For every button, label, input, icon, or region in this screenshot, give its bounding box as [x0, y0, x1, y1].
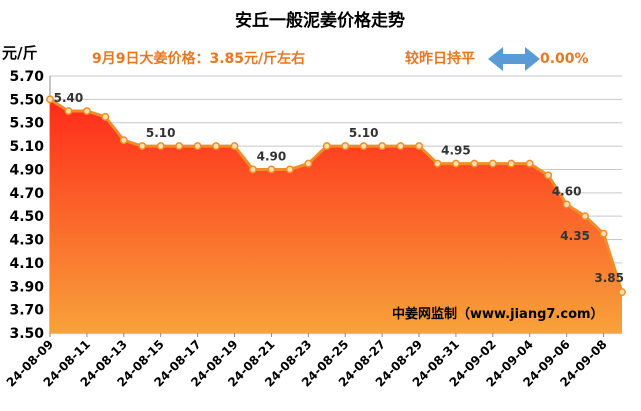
data-point: [433, 159, 442, 168]
compare-label: 较昨日持平: [405, 50, 475, 67]
y-tick-label: 5.50: [9, 92, 44, 108]
data-point: [378, 142, 387, 151]
data-label: 5.10: [349, 126, 379, 140]
data-point: [507, 159, 516, 168]
y-tick-label: 4.70: [9, 186, 44, 202]
data-point: [470, 159, 479, 168]
data-point: [618, 288, 626, 297]
data-point: [101, 112, 110, 121]
y-tick-label: 3.90: [9, 279, 44, 295]
data-point: [488, 159, 497, 168]
y-tick-label: 5.70: [9, 69, 44, 85]
price-area: [49, 98, 624, 333]
data-point: [359, 142, 368, 151]
data-point: [451, 159, 460, 168]
y-axis-ticks: 5.70 5.50 5.30 5.10 4.90 4.70 4.50 4.30 4.10 3.90…: [9, 69, 44, 342]
data-label: 4.35: [560, 229, 590, 243]
data-point: [322, 142, 331, 151]
y-axis-unit: 元/斤: [2, 44, 37, 62]
y-tick-label: 4.50: [9, 209, 44, 225]
x-axis-ticks: 24-08-0924-08-1124-08-1324-08-1524-08-17…: [4, 333, 610, 390]
double-arrow-left-right-icon: [488, 47, 540, 71]
data-label: 4.60: [552, 185, 582, 199]
data-point: [156, 142, 165, 151]
y-tick-label: 4.90: [9, 162, 44, 178]
data-point: [544, 171, 553, 180]
price-note: 9月9日大姜价格：3.85元/斤左右: [92, 50, 305, 67]
data-label: 4.95: [441, 144, 471, 158]
data-point: [525, 159, 534, 168]
y-tick-label: 5.30: [9, 116, 44, 132]
data-label: 3.85: [594, 271, 624, 285]
watermark: 中姜网监制（www.jiang7.com）: [392, 306, 604, 322]
y-tick-label: 4.10: [9, 256, 44, 272]
data-point: [138, 142, 147, 151]
data-point: [46, 95, 54, 104]
y-tick-label: 3.50: [9, 326, 44, 342]
data-point: [415, 142, 423, 151]
data-point: [267, 165, 276, 174]
data-point: [341, 142, 350, 151]
data-point: [599, 229, 608, 238]
data-point: [175, 142, 184, 151]
data-point: [119, 136, 128, 145]
data-point: [249, 165, 257, 174]
y-tick-label: 3.70: [9, 303, 44, 319]
data-label: 4.90: [257, 149, 287, 163]
data-label: 5.40: [54, 91, 84, 105]
data-points: [46, 95, 626, 297]
data-point: [212, 142, 221, 151]
data-point: [581, 212, 590, 221]
chart-title: 安丘一般泥姜价格走势: [235, 10, 405, 31]
y-tick-label: 5.10: [9, 139, 44, 155]
data-label: 5.10: [146, 126, 176, 140]
price-area-fill: [50, 99, 622, 333]
compare-value: 0.00%: [540, 51, 589, 67]
data-point: [562, 200, 571, 209]
data-point: [230, 142, 239, 151]
data-point: [285, 165, 294, 174]
data-point: [304, 159, 313, 168]
data-labels: 5.40 5.10 4.90 5.10 4.95 4.60 4.35 3.85: [54, 91, 624, 285]
data-point: [64, 107, 73, 115]
data-point: [193, 142, 202, 151]
data-point: [396, 142, 405, 151]
y-tick-label: 4.30: [9, 233, 44, 249]
data-point: [82, 107, 91, 115]
